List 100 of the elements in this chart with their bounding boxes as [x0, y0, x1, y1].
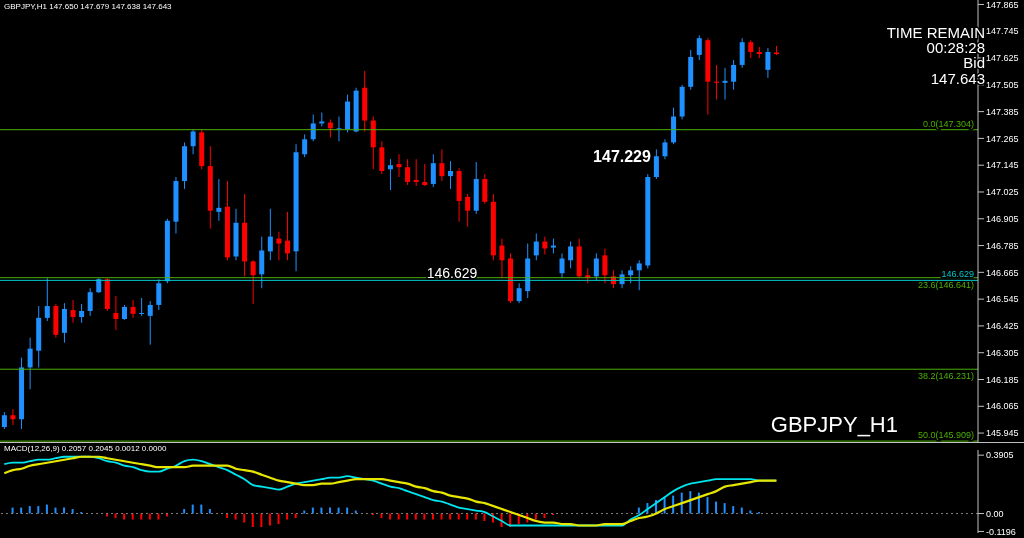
candlestick [636, 259, 642, 291]
y-tick-label: 146.305 [986, 347, 1019, 358]
candlestick [731, 59, 737, 91]
candlestick [516, 282, 522, 304]
ref-line-label: 146.629 [941, 269, 974, 280]
candlestick [593, 252, 599, 281]
candlestick [422, 163, 428, 187]
y-tick-label: 147.865 [986, 0, 1019, 10]
bar [243, 513, 246, 523]
y-tick-label: -0.1196 [986, 526, 1016, 537]
y-tick-label: 147.625 [986, 53, 1019, 64]
candlestick [396, 153, 402, 178]
bar [208, 509, 211, 514]
bar [140, 513, 143, 520]
candlestick [430, 153, 436, 188]
bar [268, 513, 271, 526]
y-tick-label: 146.905 [986, 213, 1019, 224]
bar [397, 513, 400, 520]
candlestick [413, 158, 419, 187]
bar [749, 510, 752, 514]
bar [697, 492, 700, 514]
y-tick-label: 146.065 [986, 401, 1019, 412]
ref-line-label: 0.0(147.304) [922, 118, 974, 129]
annotation: Bid [963, 54, 985, 71]
y-tick-label: 146.185 [986, 374, 1019, 385]
candlestick [190, 128, 196, 155]
bar [723, 503, 726, 514]
bar [414, 513, 417, 520]
y-tick-label: 147.025 [986, 187, 1019, 198]
candlestick [387, 158, 393, 191]
candlestick [61, 302, 67, 344]
candlestick [79, 303, 85, 324]
candlestick [379, 140, 385, 175]
candlestick [439, 148, 445, 182]
y-tick-label: 146.785 [986, 240, 1019, 251]
bar [329, 507, 331, 514]
bar [234, 513, 237, 520]
candlestick [156, 278, 162, 311]
candlestick [405, 158, 411, 186]
y-tick-label: 0.00 [986, 508, 1004, 519]
candlestick [499, 238, 505, 279]
bar [423, 513, 426, 520]
bar [28, 506, 31, 514]
bar [457, 513, 460, 520]
candlestick [139, 297, 145, 317]
bar [286, 513, 289, 520]
bar [166, 513, 168, 517]
text: GBPJPY_H1 [770, 412, 898, 437]
bar [303, 510, 306, 514]
bar [706, 497, 709, 514]
candlestick [27, 337, 33, 390]
chart-subtitle: GBPJPY,H1 147.650 147.679 147.638 147.643 [4, 2, 173, 11]
y-tick-label: 0.3905 [986, 450, 1014, 461]
bar [131, 513, 134, 520]
bar [11, 507, 14, 514]
bar [320, 507, 323, 514]
candlestick [70, 299, 76, 324]
y-tick-label: 147.145 [986, 160, 1019, 171]
bar [37, 506, 40, 514]
line-series [3, 455, 778, 527]
candlestick [267, 208, 273, 261]
y-tick-label: 147.745 [986, 26, 1019, 37]
bar [63, 507, 66, 514]
bar [406, 513, 409, 520]
ref-line-label: 23.6(146.641) [917, 279, 974, 290]
candlestick [276, 231, 282, 261]
bar [483, 513, 486, 522]
bar [337, 507, 340, 514]
candlestick [302, 133, 308, 158]
bar [277, 513, 280, 525]
y-tick-label: 147.265 [986, 133, 1019, 144]
bar [148, 513, 151, 520]
annotation: 00:28:28 [926, 39, 985, 56]
y-tick-label: 146.665 [986, 267, 1019, 278]
annotation: 147.643 [930, 70, 985, 87]
candlestick [568, 241, 574, 269]
bar [200, 504, 203, 514]
bar [191, 504, 194, 514]
y-tick-label: 147.385 [986, 106, 1019, 117]
candlestick [739, 37, 745, 69]
candlestick [765, 47, 771, 79]
bar [20, 507, 23, 514]
candlestick [696, 34, 702, 61]
bar [732, 506, 735, 514]
bar [440, 513, 443, 520]
candlestick [662, 138, 668, 160]
annotation: 146.629 [426, 265, 478, 281]
bar [105, 513, 108, 517]
bar [389, 513, 392, 520]
bar [311, 507, 314, 514]
annotation: TIME REMAIN [886, 24, 985, 41]
candlestick [259, 236, 265, 289]
candlestick [250, 259, 256, 305]
candlestick [722, 67, 728, 101]
candlestick [653, 148, 659, 180]
bar [637, 507, 640, 514]
candlestick [602, 247, 608, 284]
candlestick [533, 233, 539, 261]
y-tick-label: 145.945 [986, 428, 1019, 439]
candlestick [216, 178, 222, 222]
